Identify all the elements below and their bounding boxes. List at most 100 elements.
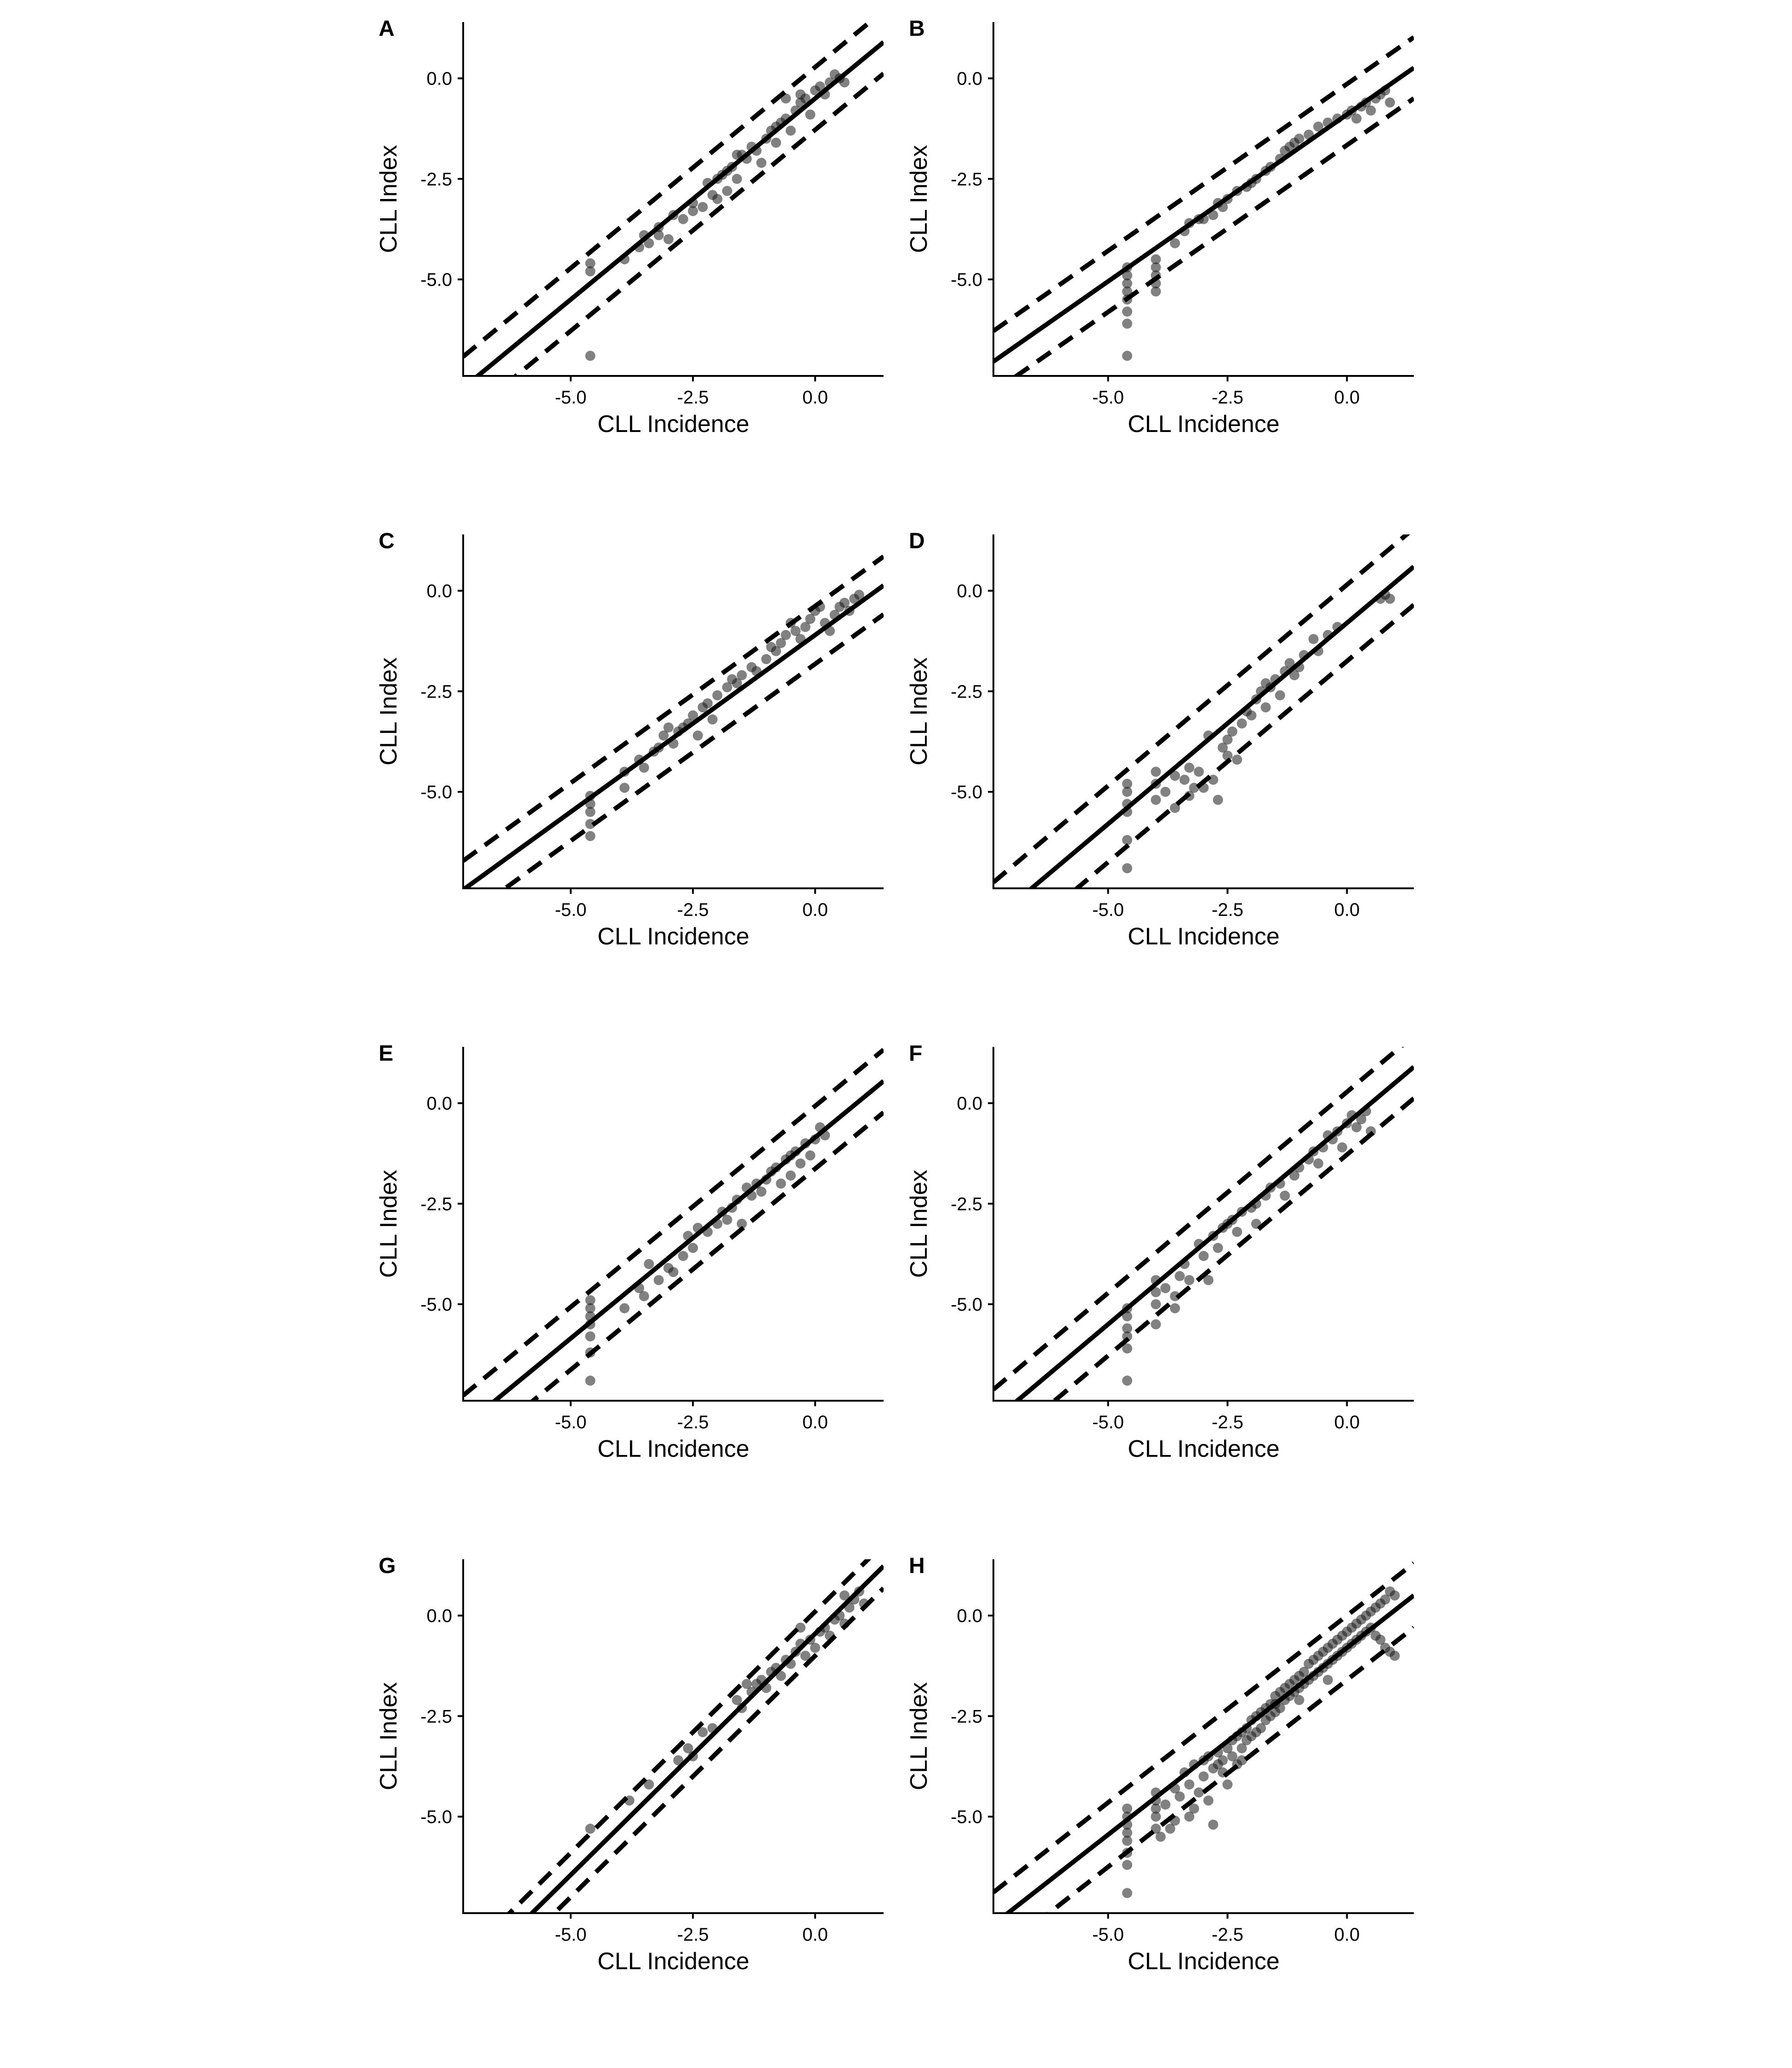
- data-point: [1151, 1803, 1161, 1814]
- data-point: [1184, 1779, 1195, 1790]
- data-point: [1236, 1743, 1247, 1754]
- data-point: [1184, 1275, 1195, 1285]
- data-point: [1122, 286, 1133, 297]
- x-tick-label: -2.5: [677, 387, 709, 408]
- data-point: [1122, 863, 1133, 874]
- panel-g: G -5.0 -2.5 0.0 0.0 -2.5 -5.0 CLL Incidence CLL …: [375, 1554, 884, 1975]
- y-tick-label: 0.0: [426, 69, 452, 89]
- x-tick-label: -2.5: [1212, 1412, 1243, 1432]
- x-axis-title: CLL Incidence: [1128, 1436, 1280, 1462]
- data-point: [1308, 634, 1319, 644]
- data-point: [658, 730, 669, 741]
- lower-limit-line: [1073, 603, 1414, 888]
- data-point: [712, 690, 723, 700]
- data-point: [678, 214, 688, 224]
- data-point: [1222, 734, 1233, 745]
- data-point: [1151, 1287, 1161, 1297]
- data-point: [795, 89, 806, 100]
- data-point: [1174, 1791, 1185, 1802]
- data-point: [1151, 1299, 1161, 1309]
- data-point: [1213, 1759, 1223, 1770]
- data-point: [737, 670, 747, 681]
- y-tick-label: -2.5: [420, 1194, 452, 1214]
- upper-limit-line: [993, 1047, 1404, 1392]
- data-point: [722, 186, 732, 196]
- y-tick-label: -2.5: [420, 1706, 452, 1727]
- panel-c: C -5.0 -2.5 0.0 0.0 -2.5 -5.0 CLL Incidence CLL …: [375, 529, 884, 950]
- data-point: [712, 194, 723, 204]
- data-point: [678, 1251, 688, 1261]
- data-point: [756, 158, 767, 168]
- data-point: [1151, 262, 1161, 273]
- regression-line: [474, 40, 884, 376]
- data-point: [1165, 1824, 1175, 1834]
- y-axis-title: CLL Index: [375, 1682, 402, 1790]
- data-point: [1160, 787, 1171, 797]
- data-point: [1174, 1271, 1185, 1281]
- data-point: [1356, 1114, 1367, 1125]
- data-point: [1294, 1695, 1304, 1705]
- data-point: [1294, 133, 1304, 144]
- y-tick-label: -2.5: [951, 1194, 982, 1214]
- data-point: [644, 238, 654, 249]
- data-point: [1122, 318, 1133, 329]
- data-point: [1122, 1888, 1133, 1898]
- panel-label: C: [379, 529, 395, 553]
- y-axis-title: CLL Index: [375, 145, 402, 253]
- x-tick-label: 0.0: [1334, 1412, 1360, 1432]
- panel-label: B: [909, 17, 925, 41]
- data-point: [1122, 307, 1133, 317]
- panel-e: E -5.0 -2.5 0.0 0.0 -2.5 -5.0 CLL Incidence CLL …: [375, 1041, 884, 1462]
- x-tick-label: 0.0: [802, 1412, 828, 1432]
- x-tick-label: -5.0: [555, 387, 587, 408]
- lower-limit-line: [501, 612, 884, 888]
- data-point: [761, 654, 771, 665]
- data-point: [1203, 1795, 1214, 1806]
- data-point: [585, 1295, 595, 1306]
- points: [1122, 1586, 1400, 1898]
- fit-lines: [993, 534, 1414, 888]
- lower-limit-line: [1045, 1625, 1414, 1913]
- data-point: [1222, 750, 1233, 761]
- y-axis-title: CLL Index: [375, 657, 402, 765]
- data-point: [1198, 1251, 1209, 1261]
- data-point: [1122, 278, 1133, 289]
- data-point: [663, 722, 674, 733]
- regression-line: [993, 66, 1414, 364]
- y-axis-title: CLL Index: [906, 1682, 932, 1790]
- y-tick-label: -5.0: [420, 270, 452, 290]
- data-point: [1151, 1824, 1161, 1834]
- data-point: [1227, 726, 1237, 737]
- regression-line: [1028, 565, 1414, 888]
- data-point: [1122, 835, 1133, 845]
- data-point: [1260, 702, 1271, 713]
- fit-lines: [993, 1561, 1414, 1913]
- x-tick-label: -2.5: [677, 900, 709, 920]
- data-point: [585, 831, 595, 841]
- data-point: [1351, 1122, 1362, 1132]
- regression-line: [463, 583, 884, 888]
- data-point: [776, 1178, 786, 1189]
- x-tick-label: 0.0: [802, 387, 828, 408]
- data-point: [653, 1275, 664, 1285]
- data-point: [692, 730, 703, 741]
- data-point: [800, 622, 811, 632]
- data-point: [702, 698, 713, 709]
- x-tick-label: -5.0: [1092, 900, 1124, 920]
- data-point: [805, 1150, 816, 1161]
- data-point: [639, 762, 649, 773]
- regression-line: [491, 1079, 884, 1401]
- regression-line: [528, 1564, 884, 1913]
- data-point: [756, 1187, 767, 1197]
- y-tick-label: -2.5: [951, 682, 982, 702]
- data-point: [1389, 1651, 1400, 1661]
- data-point: [1322, 1675, 1333, 1685]
- upper-limit-line: [993, 1561, 1414, 1894]
- data-point: [1184, 1812, 1195, 1822]
- data-point: [1170, 771, 1180, 781]
- upper-limit-line: [993, 35, 1414, 333]
- x-tick-label: 0.0: [802, 1925, 828, 1945]
